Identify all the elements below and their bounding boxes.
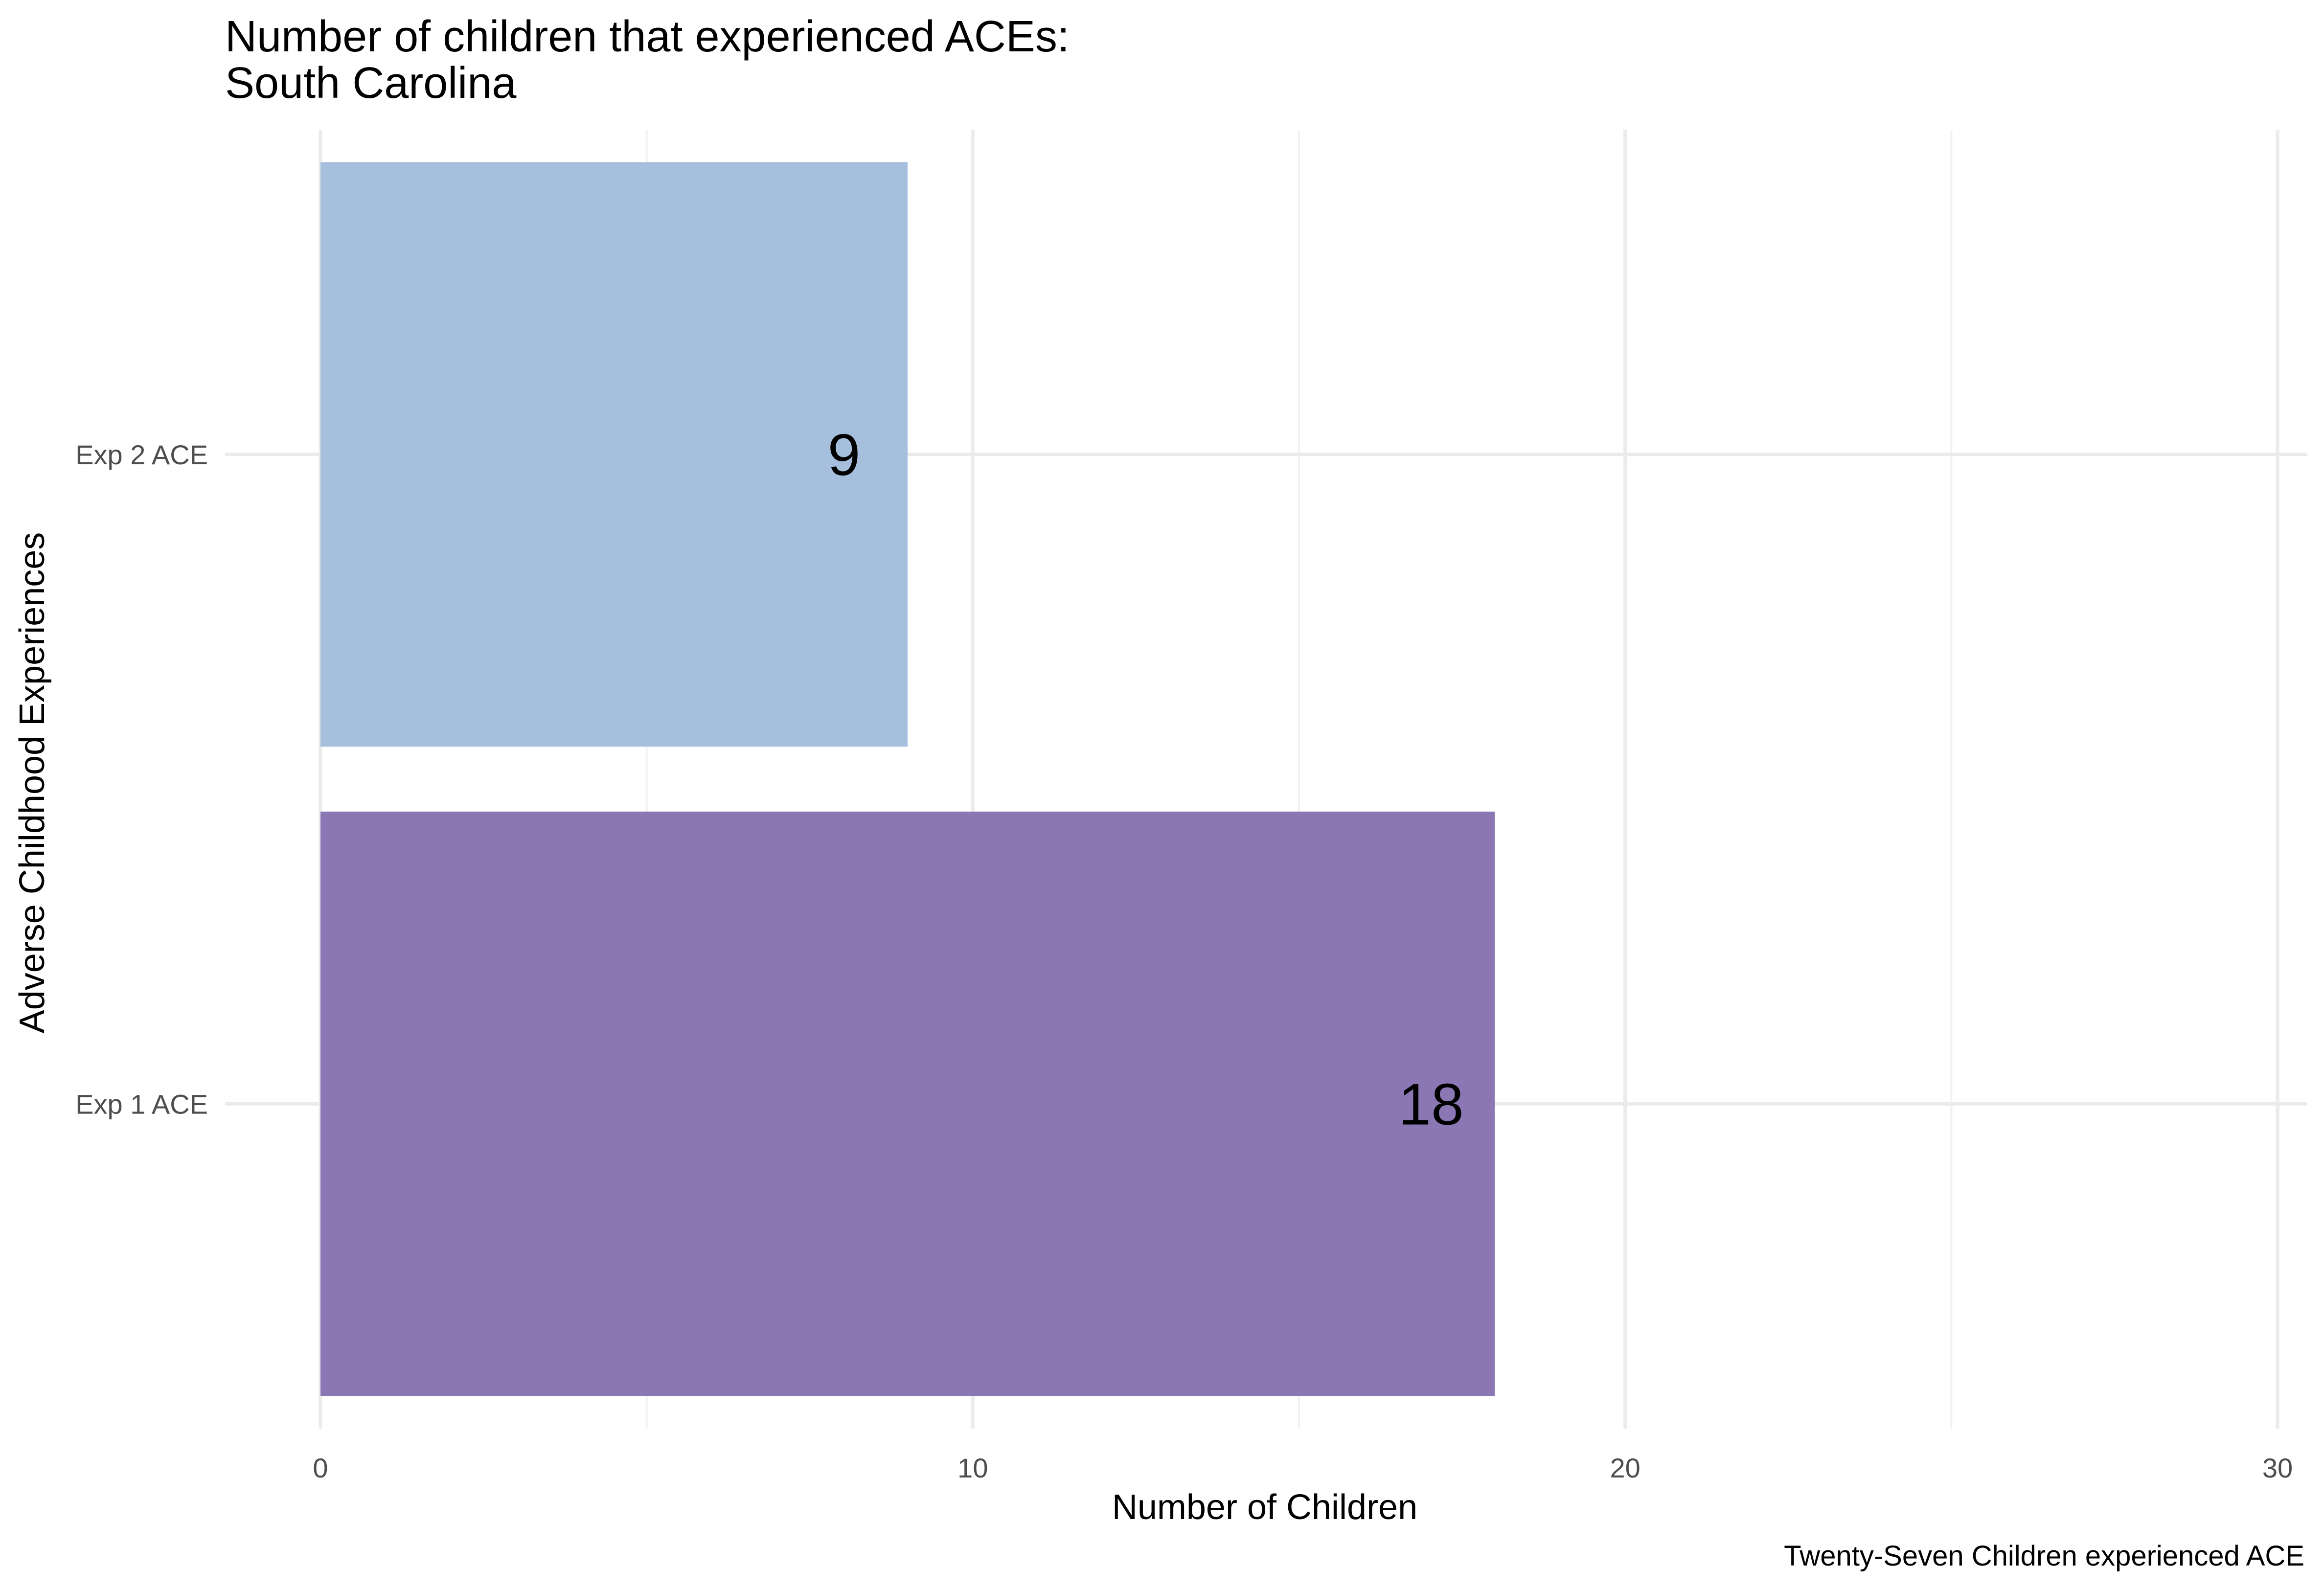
chart-title-line-1: Number of children that experienced ACEs… xyxy=(225,12,1070,61)
data-labels: 18 9 xyxy=(828,422,1464,1137)
x-axis-title: Number of Children xyxy=(1112,1488,1417,1527)
x-axis-ticks: 0 10 20 30 xyxy=(313,1453,2293,1483)
y-axis-title: Adverse Childhood Experiences xyxy=(13,532,52,1034)
bar-exp-2-ace xyxy=(320,162,908,747)
x-tick-label: 0 xyxy=(313,1453,328,1483)
chart-title-line-2: South Carolina xyxy=(225,59,517,108)
bars xyxy=(320,162,1495,1396)
bar-value-label: 18 xyxy=(1398,1071,1463,1137)
bar-value-label: 9 xyxy=(828,422,861,488)
y-axis-ticks: Exp 1 ACE Exp 2 ACE xyxy=(75,439,208,1120)
bar-exp-1-ace xyxy=(320,811,1495,1396)
y-tick-label: Exp 1 ACE xyxy=(75,1089,208,1119)
x-tick-label: 20 xyxy=(1610,1453,1640,1483)
chart-caption: Twenty-Seven Children experienced ACE xyxy=(1784,1540,2304,1572)
x-tick-label: 10 xyxy=(957,1453,988,1483)
x-tick-label: 30 xyxy=(2262,1453,2293,1483)
y-tick-label: Exp 2 ACE xyxy=(75,439,208,470)
